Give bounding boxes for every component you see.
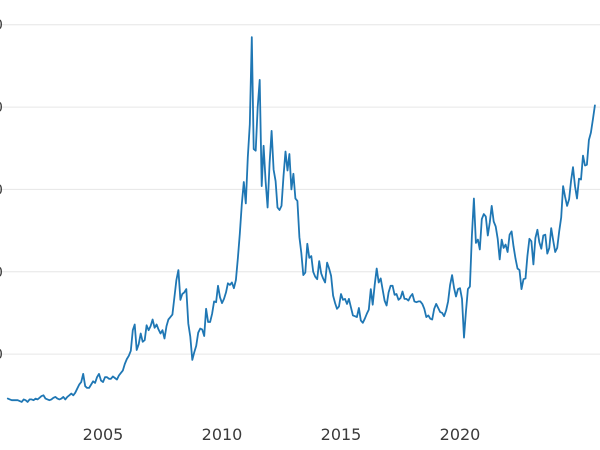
x-tick-label: 2015 xyxy=(321,425,362,444)
x-tick-label: 2005 xyxy=(83,425,124,444)
y-tick-label-stub: 0 xyxy=(0,100,3,116)
price-series-line xyxy=(6,36,596,403)
x-tick-label: 2020 xyxy=(440,425,481,444)
x-tick-label: 2010 xyxy=(202,425,243,444)
y-tick-label-stub: 0 xyxy=(0,182,3,198)
y-tick-label-stub: 0 xyxy=(0,18,3,34)
y-tick-label-stub: 0 xyxy=(0,347,3,363)
y-tick-label-stub: 0 xyxy=(0,265,3,281)
